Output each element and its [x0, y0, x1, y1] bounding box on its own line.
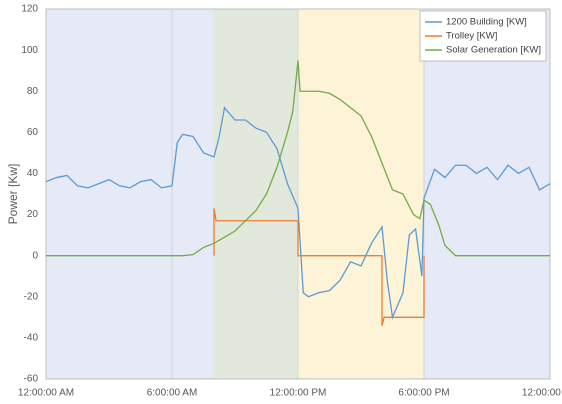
- plot-frame: [45, 8, 551, 380]
- x-tick-label: 6:00:00 AM: [147, 388, 198, 399]
- y-tick-label: -60: [24, 374, 39, 385]
- y-tick-label: 0: [32, 250, 38, 261]
- y-tick-label: 80: [27, 86, 39, 97]
- y-axis-label: Power [Kw]: [6, 164, 20, 225]
- y-tick-label: -20: [24, 291, 39, 302]
- x-tick-label: 12:00:00 PM: [270, 388, 327, 399]
- x-tick-label: 12:00:00 AM: [18, 388, 74, 399]
- y-tick-label: 40: [27, 168, 39, 179]
- x-tick-label: 6:00:00 PM: [398, 388, 449, 399]
- series-line: [213, 208, 425, 326]
- x-tick-label: 12:00:00 AM: [522, 388, 562, 399]
- legend-label: 1200 Building [KW]: [446, 17, 527, 28]
- y-tick-label: 20: [27, 209, 39, 220]
- y-tick-label: 60: [27, 127, 39, 138]
- legend-label: Solar Generation [KW]: [446, 45, 541, 56]
- series-line: [46, 60, 550, 257]
- shaded-region: [214, 9, 298, 379]
- shaded-region: [424, 9, 550, 379]
- shaded-region: [46, 9, 214, 379]
- legend-label: Trolley [KW]: [446, 31, 497, 42]
- y-tick-label: 100: [21, 45, 38, 56]
- series-line: [45, 106, 551, 320]
- y-tick-label: -40: [24, 333, 39, 344]
- shaded-region: [298, 9, 424, 379]
- legend: 1200 Building [KW] Trolley [KW] Solar Gene…: [419, 10, 547, 62]
- y-tick-label: 120: [21, 4, 38, 15]
